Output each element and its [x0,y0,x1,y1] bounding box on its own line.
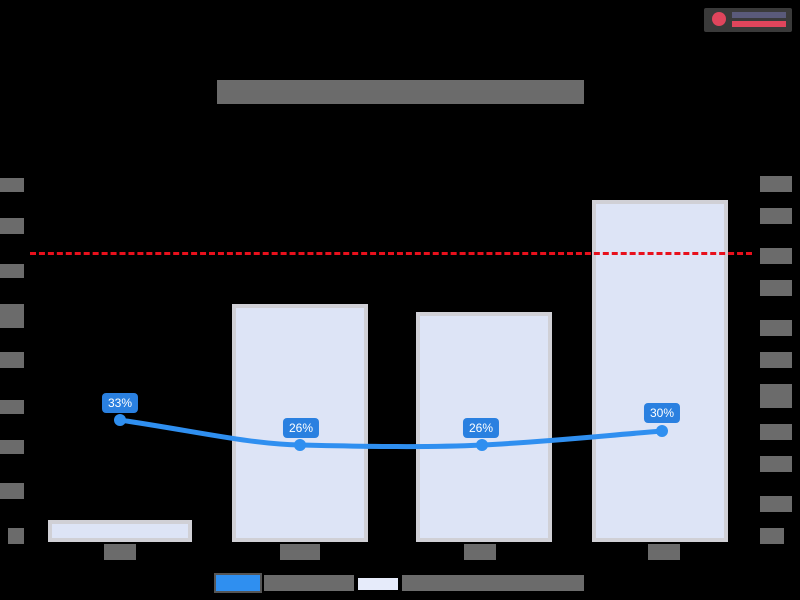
right-tick-label: [r] [760,424,792,440]
legend-swatch-bar[interactable] [357,577,399,591]
right-tick-label: [r] [760,208,792,224]
bar-1[interactable] [232,304,368,542]
left-tick-label: [r] [0,218,24,234]
x-tick-label: [cat3] [464,544,496,560]
right-tick-label: [r] [760,320,792,336]
logo-text-bottom [732,21,786,27]
left-tick-label: [r] [0,352,24,368]
left-tick-label: [r] [0,178,24,192]
right-tick-label: [r] [760,176,792,192]
legend-label-line[interactable]: [redacted line series] [264,575,354,591]
reference-line [30,252,752,255]
legend-swatch-line[interactable] [214,573,262,593]
right-tick-label: [r] [760,384,792,408]
left-tick-label: [r] [0,400,24,414]
brand-logo [704,8,792,32]
data-label-0: 33% [101,393,139,413]
bar-2[interactable] [416,312,552,542]
x-tick-label: [cat1] [104,544,136,560]
legend-label-bar[interactable]: [redacted bar series] [402,575,584,591]
x-tick-label: [cat2] [280,544,320,560]
right-tick-label: [r] [760,496,792,512]
left-tick-label: [r] [8,528,24,544]
logo-icon [712,12,726,26]
right-tick-label: [r] [760,456,792,472]
data-label-1: 26% [282,418,320,438]
line-point-3[interactable] [656,425,668,437]
right-tick-label: [r] [760,280,792,296]
right-tick-label: [r] [760,528,784,544]
bar-0[interactable] [48,520,192,542]
chart-title: [redacted chart title] [217,80,584,104]
bar-3[interactable] [592,200,728,542]
line-point-2[interactable] [476,439,488,451]
left-tick-label: [r] [0,264,24,278]
right-tick-label: [r] [760,352,792,368]
left-tick-label: [r] [0,304,24,328]
left-tick-label: [r] [0,440,24,454]
line-point-0[interactable] [114,414,126,426]
right-tick-label: [r] [760,248,792,264]
left-tick-label: [r] [0,483,24,499]
data-label-3: 30% [643,403,681,423]
x-tick-label: [cat4] [648,544,680,560]
logo-text-top [732,12,786,18]
line-point-1[interactable] [294,439,306,451]
data-label-2: 26% [462,418,500,438]
